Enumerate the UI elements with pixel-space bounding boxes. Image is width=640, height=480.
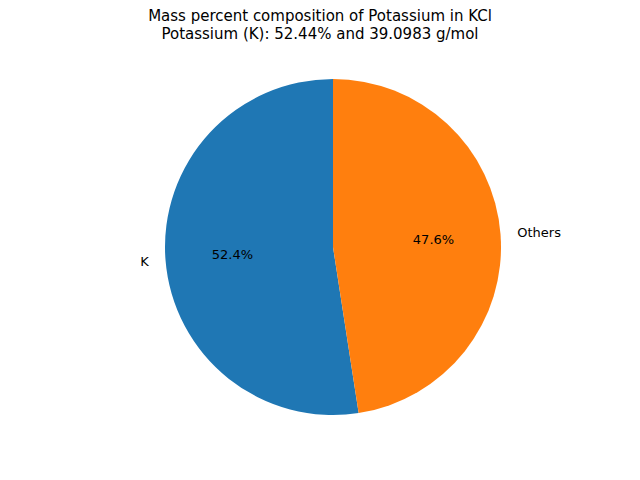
svg-text:Others: Others [517, 225, 561, 240]
html-text:Potassium (K): 52.44% and 39.0: Potassium (K): 52.44% and 39.0983 g/mol [161, 25, 479, 43]
svg-text:K: K [140, 254, 149, 269]
svg-text:52.4%: 52.4% [212, 247, 253, 262]
html-text:Mass percent composition of Po: Mass percent composition of Potassium in… [148, 7, 492, 25]
svg-text:47.6%: 47.6% [413, 232, 454, 247]
